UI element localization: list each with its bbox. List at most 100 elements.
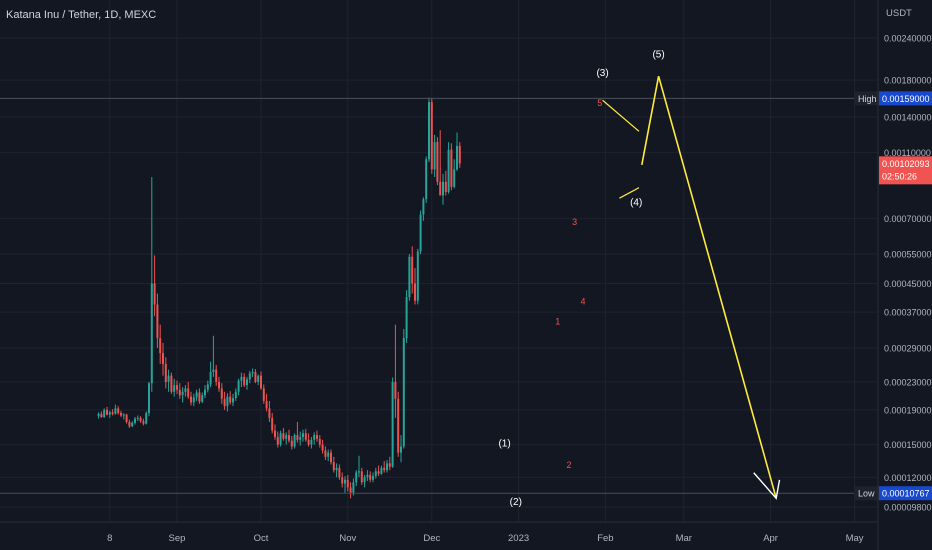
x-tick-label: 8	[107, 533, 112, 544]
candle-body	[223, 398, 226, 407]
candle-body	[307, 439, 310, 445]
candle-body	[187, 388, 190, 397]
y-tick-label: 0.00110000	[884, 148, 931, 158]
candle-body	[302, 433, 304, 437]
candle-body	[299, 436, 302, 440]
sub-wave-label: 5	[597, 98, 602, 108]
wave-label: (5)	[652, 50, 664, 61]
candle-body	[456, 145, 458, 170]
candle-body	[313, 435, 316, 440]
y-tick-label: 0.00009800	[884, 503, 932, 513]
candle-body	[260, 375, 262, 389]
x-tick-label: Apr	[763, 533, 778, 544]
candle-body	[170, 375, 173, 392]
sub-wave-label: 3	[572, 217, 577, 227]
candle-body	[162, 353, 164, 364]
candle-body	[274, 430, 276, 437]
candle-body	[209, 372, 212, 385]
candle-body	[100, 413, 103, 418]
candle-body	[288, 435, 290, 441]
candle-body	[218, 381, 220, 389]
candle-body	[178, 389, 181, 396]
symbol-title: Katana Inu / Tether, 1D, MEXC	[6, 9, 157, 21]
y-tick-label: 0.00015000	[884, 440, 932, 450]
x-tick-label: May	[846, 533, 864, 544]
candle-body	[167, 375, 170, 382]
candle-body	[220, 388, 223, 399]
candle-body	[369, 474, 372, 480]
candle-body	[405, 297, 408, 339]
candle-body	[237, 380, 240, 392]
last-price-badge	[879, 156, 932, 185]
candle-body	[330, 452, 332, 463]
x-tick-label: 2023	[508, 533, 529, 544]
candle-body	[450, 149, 453, 187]
candle-body	[206, 384, 209, 390]
candle-body	[363, 477, 366, 483]
x-tick-label: Feb	[597, 533, 613, 544]
candle-body	[380, 467, 383, 474]
y-tick-label: 0.00023000	[884, 377, 932, 387]
wave-label: (1)	[498, 439, 510, 450]
candle-body	[377, 471, 380, 474]
wedge-lower-line	[619, 187, 640, 199]
low-label: Low	[858, 489, 875, 499]
candle-body	[344, 479, 346, 484]
y-tick-label: 0.00180000	[884, 76, 932, 86]
candle-body	[128, 421, 131, 427]
candle-body	[136, 417, 139, 419]
candle-body	[321, 444, 324, 451]
high-value-badge	[879, 91, 932, 106]
candle-body	[318, 438, 321, 445]
candle-body	[293, 435, 296, 447]
candle-body	[355, 472, 358, 483]
candle-body	[145, 413, 148, 424]
candle-body	[226, 396, 229, 407]
candle-body	[304, 433, 307, 440]
candle-body	[268, 408, 271, 418]
candle-body	[156, 304, 159, 339]
y-tick-label: 0.00140000	[884, 113, 932, 123]
candle-body	[338, 467, 341, 478]
x-tick-label: Dec	[423, 533, 440, 544]
candle-body	[271, 417, 274, 431]
projection-path	[641, 75, 777, 499]
candle-body	[397, 398, 400, 453]
y-tick-label: 0.00029000	[884, 343, 932, 353]
sub-wave-label: 4	[580, 296, 585, 306]
candle-body	[246, 379, 248, 386]
candle-body	[164, 363, 167, 382]
candle-body	[184, 388, 187, 392]
candle-body	[232, 398, 234, 403]
candle-body	[212, 369, 215, 373]
candle-body	[120, 413, 122, 416]
candle-body	[439, 181, 442, 196]
candle-body	[122, 414, 125, 416]
candle-body	[279, 433, 282, 445]
candle-body	[139, 417, 142, 422]
high-label: High	[858, 94, 877, 104]
x-tick-label: Sep	[169, 533, 186, 544]
candle-body	[190, 396, 192, 403]
candle-body	[366, 474, 369, 478]
candle-body	[276, 436, 279, 445]
candle-body	[215, 369, 218, 382]
candle-body	[346, 479, 349, 488]
candle-body	[285, 435, 288, 439]
y-tick-label: 0.00012000	[884, 473, 932, 483]
candle-body	[173, 385, 176, 392]
y-tick-label: 0.00019000	[884, 405, 932, 415]
candle-body	[386, 463, 388, 471]
candle-body	[358, 471, 360, 473]
candle-body	[243, 376, 246, 386]
candle-body	[240, 376, 243, 381]
projection-arrowhead	[753, 472, 781, 500]
candle-body	[254, 372, 257, 382]
y-tick-label: 0.00037000	[884, 308, 932, 318]
candle-body	[335, 467, 338, 471]
candle-body	[433, 142, 436, 170]
x-tick-label: Oct	[254, 533, 269, 544]
candle-body	[265, 400, 268, 409]
x-tick-label: Mar	[676, 533, 692, 544]
